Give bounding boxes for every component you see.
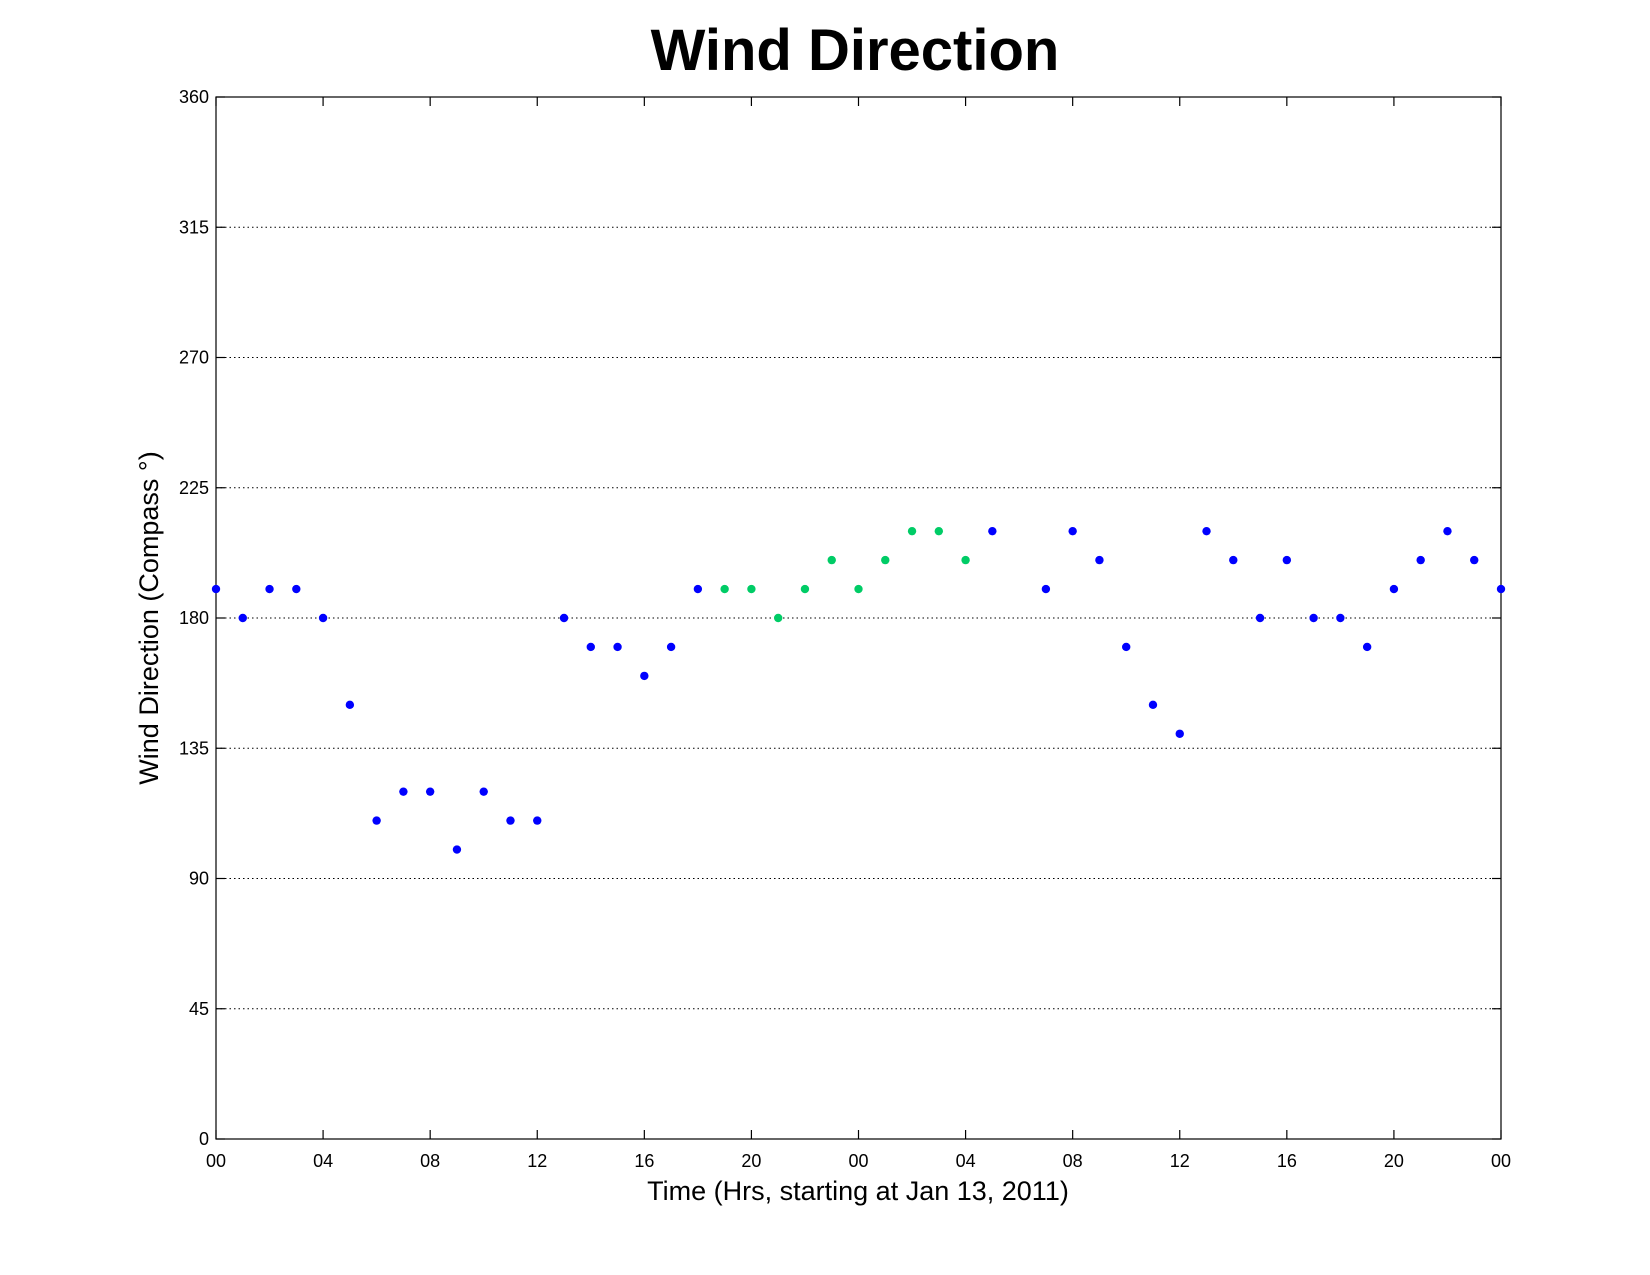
data-point <box>1416 555 1425 565</box>
data-point <box>666 642 676 652</box>
data-point <box>854 584 863 594</box>
data-point <box>827 555 836 565</box>
plot-frame <box>215 96 1502 1140</box>
data-point <box>1282 555 1292 565</box>
data-point <box>747 584 756 594</box>
data-point <box>1041 584 1051 594</box>
x-tick-label: 20 <box>741 1151 761 1171</box>
y-tick-label: 135 <box>179 738 209 758</box>
y-tick-label: 315 <box>179 217 209 237</box>
data-point <box>1362 642 1372 652</box>
x-tick-label: 20 <box>1384 1151 1404 1171</box>
y-axis-label: Wind Direction (Compass °) <box>134 451 164 784</box>
y-tick-label: 45 <box>189 999 209 1019</box>
axis-ticks: 0 45 90 135 180 225 270 315 360 00 04 08 12 16 20 00 04 0… <box>179 87 1511 1171</box>
data-point <box>1255 613 1265 623</box>
data-point <box>881 555 890 565</box>
x-tick-label: 00 <box>848 1151 868 1171</box>
data-point <box>1336 613 1345 623</box>
y-tick-label: 360 <box>179 87 209 107</box>
data-point <box>988 526 997 536</box>
data-points <box>211 526 1506 854</box>
data-point <box>265 584 274 594</box>
data-point <box>1389 584 1399 594</box>
data-point <box>1175 729 1184 738</box>
data-point <box>720 584 729 594</box>
data-point <box>1068 526 1077 536</box>
data-point <box>1309 613 1318 623</box>
y-tick-label: 90 <box>189 869 209 889</box>
data-point <box>1202 526 1211 536</box>
x-tick-label: 00 <box>1491 1151 1511 1171</box>
data-point <box>1122 642 1131 652</box>
data-point <box>533 816 542 825</box>
data-point <box>506 816 515 825</box>
data-point <box>479 787 488 796</box>
data-point <box>292 584 301 594</box>
data-point <box>586 642 595 652</box>
data-point <box>1229 555 1238 565</box>
data-point <box>425 787 435 796</box>
x-tick-label: 00 <box>206 1151 226 1171</box>
data-point <box>559 613 569 623</box>
x-tick-label: 16 <box>634 1151 654 1171</box>
grid <box>216 226 1501 1010</box>
x-tick-label: 08 <box>420 1151 440 1171</box>
data-point <box>961 555 970 565</box>
data-point <box>452 845 462 854</box>
data-point <box>345 700 355 710</box>
data-point <box>800 584 810 594</box>
data-point <box>907 526 917 536</box>
data-point <box>693 584 703 594</box>
y-tick-label: 225 <box>179 478 209 498</box>
data-point <box>640 671 649 681</box>
data-point <box>934 526 944 536</box>
y-tick-label: 180 <box>179 608 209 628</box>
y-tick-label: 0 <box>199 1129 209 1149</box>
chart-title: Wind Direction <box>651 18 1060 83</box>
data-point <box>238 613 247 623</box>
data-point <box>1496 584 1506 594</box>
data-point <box>1148 700 1158 710</box>
x-axis-label: Time (Hrs, starting at Jan 13, 2011) <box>647 1176 1069 1206</box>
data-point <box>1443 526 1452 536</box>
x-tick-label: 12 <box>1170 1151 1190 1171</box>
data-point <box>613 642 622 652</box>
data-point <box>318 613 328 623</box>
data-point <box>773 613 783 623</box>
y-tick-label: 270 <box>179 348 209 368</box>
x-tick-label: 12 <box>527 1151 547 1171</box>
x-tick-label: 16 <box>1277 1151 1297 1171</box>
data-point <box>372 816 381 825</box>
x-tick-label: 08 <box>1063 1151 1083 1171</box>
x-tick-label: 04 <box>956 1151 976 1171</box>
data-point <box>211 584 221 594</box>
data-point <box>1470 555 1479 565</box>
data-point <box>399 787 408 796</box>
x-tick-label: 04 <box>313 1151 333 1171</box>
data-point <box>1095 555 1104 565</box>
